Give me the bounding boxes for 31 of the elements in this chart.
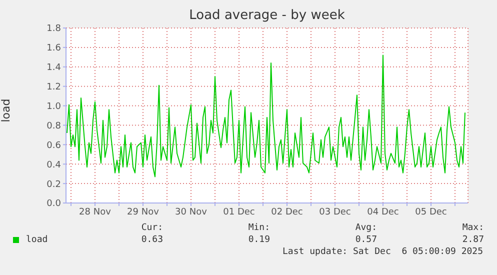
y-tick-label: 0.6 xyxy=(46,140,62,151)
line-series xyxy=(66,54,466,178)
text: Min: xyxy=(248,223,270,233)
x-tick-label: 02 Dec xyxy=(271,207,303,218)
y-tick-label: 0.0 xyxy=(46,199,62,210)
y-tick-label: 0.8 xyxy=(46,121,62,132)
x-tick-label: 01 Dec xyxy=(223,207,255,218)
x-tick-label: 04 Dec xyxy=(367,207,399,218)
text: 2.87 xyxy=(462,235,484,245)
x-tick-label: 28 Nov xyxy=(79,207,112,218)
x-tick-label: 30 Nov xyxy=(175,207,208,218)
y-axis-title: load xyxy=(0,98,12,122)
text: 0.19 xyxy=(248,235,270,245)
text: 0.63 xyxy=(141,235,163,245)
y-tick-label: 1.0 xyxy=(46,102,62,112)
y-tick-label: 1.2 xyxy=(46,82,61,93)
y-tick-label: 1.4 xyxy=(46,63,62,74)
legend-label: load xyxy=(25,235,48,245)
x-tick-label: 29 Nov xyxy=(127,207,160,218)
y-tick-label: 0.4 xyxy=(46,160,62,170)
y-tick-label: 1.8 xyxy=(46,24,62,34)
text: 0.57 xyxy=(355,235,377,245)
x-tick-label: 05 Dec xyxy=(415,207,447,218)
y-tick-label: 0.2 xyxy=(46,180,61,190)
x-tick-label: 03 Dec xyxy=(319,207,351,218)
text: Cur: xyxy=(141,223,163,233)
text: Last update: Sat Dec 6 05:00:09 2025 xyxy=(282,247,483,257)
y-tick-label: 1.6 xyxy=(46,44,62,54)
text: Avg: xyxy=(355,223,377,233)
chart-title: Load average - by week xyxy=(188,8,346,23)
text: Max: xyxy=(462,223,484,233)
